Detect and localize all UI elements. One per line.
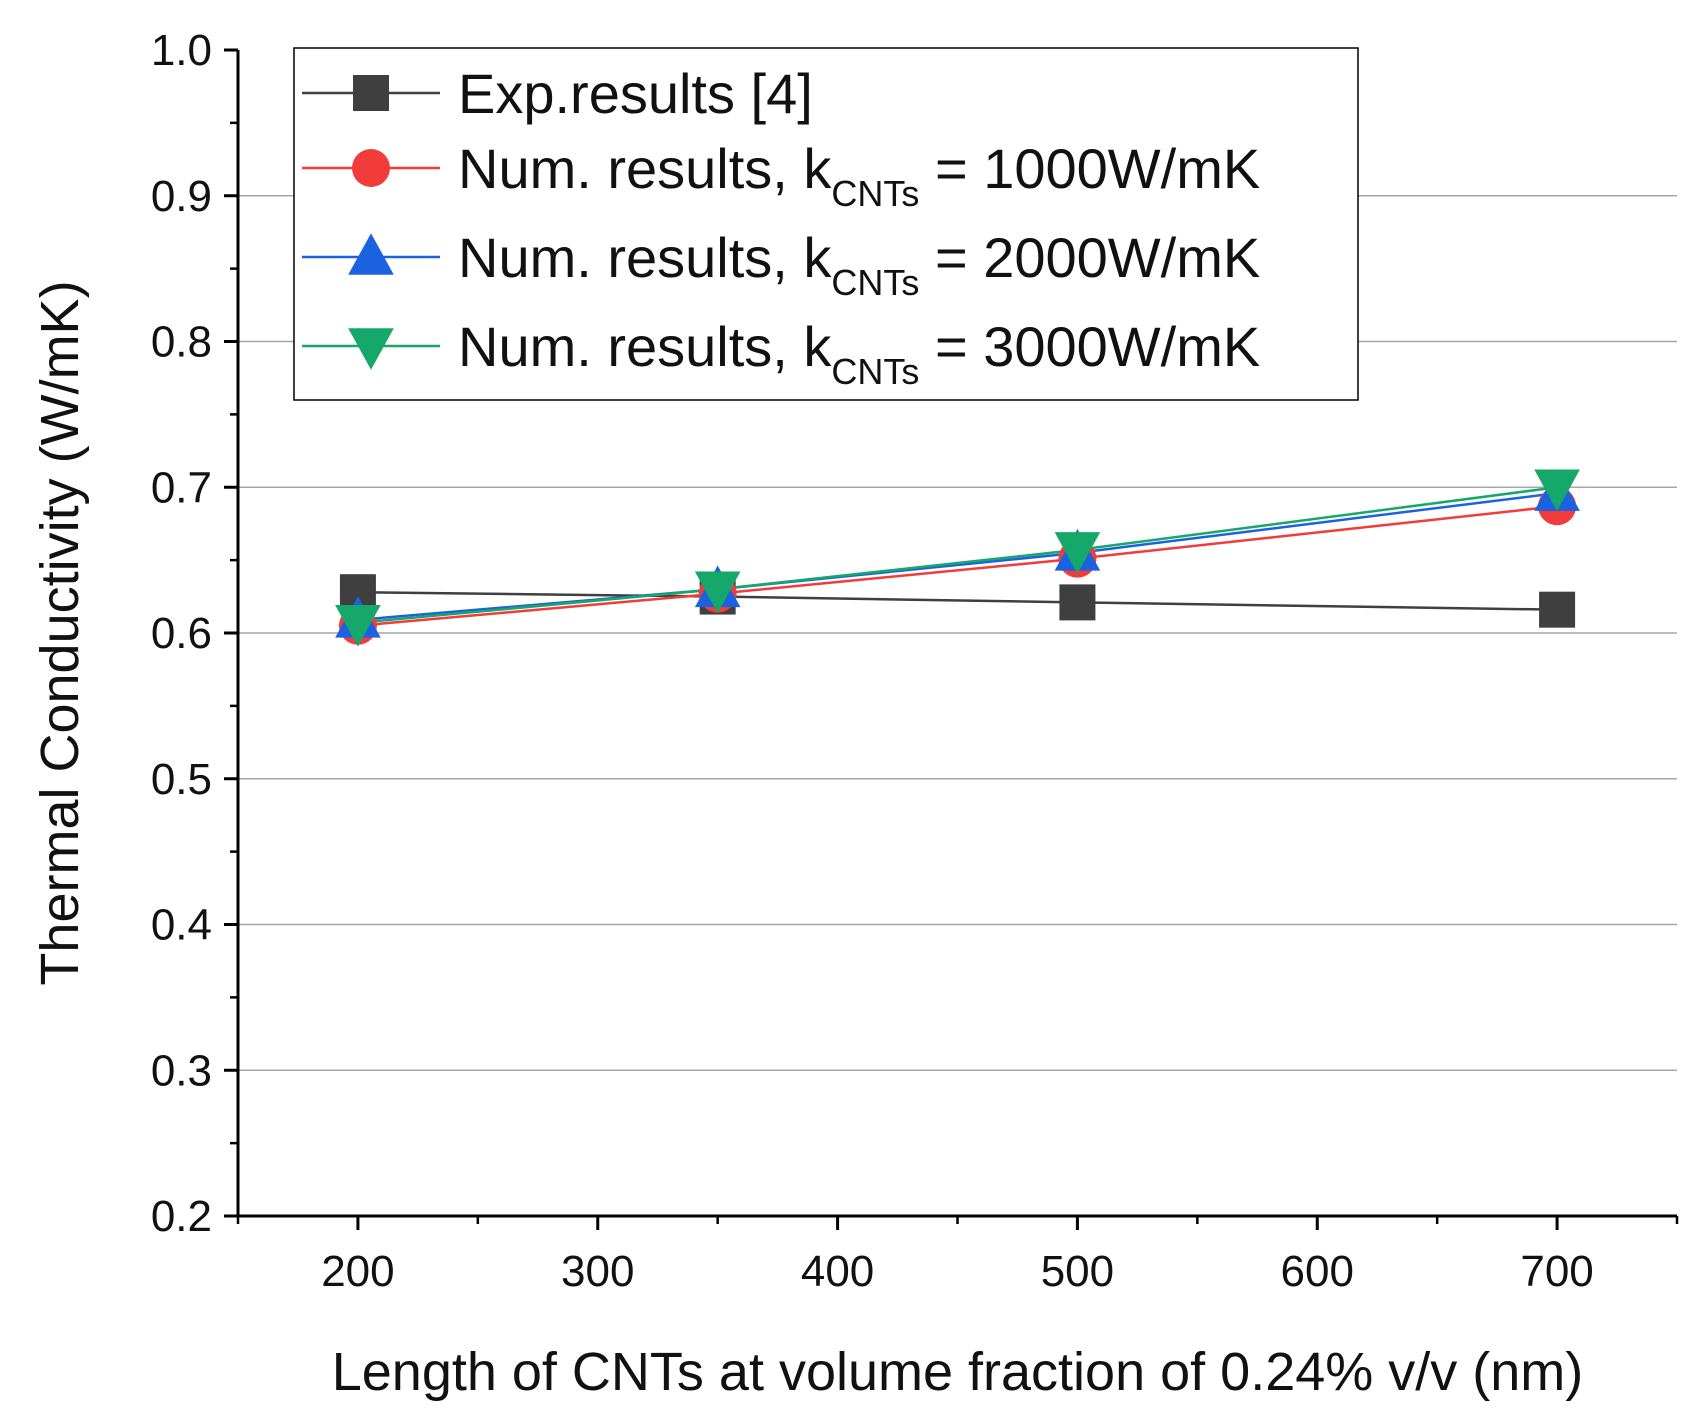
legend-marker — [348, 233, 394, 275]
series-line — [357, 504, 1558, 627]
series-4 — [357, 486, 1558, 625]
y-tick-label: 0.7 — [151, 463, 212, 512]
legend-box — [293, 47, 1359, 401]
legend-label-main: Num. results, k — [458, 315, 832, 378]
data-point — [335, 604, 381, 647]
legend-label: Num. results, kCNTs = 2000W/mK — [458, 226, 1260, 303]
legend-label-subscript: CNTs — [831, 351, 919, 392]
data-series — [335, 469, 1580, 647]
legend-label-main: Num. results, k — [458, 137, 832, 200]
legend-marker — [352, 149, 390, 187]
data-point — [1059, 584, 1096, 621]
legend-label: Num. results, kCNTs = 1000W/mK — [458, 137, 1260, 214]
legend-label-tail: = 1000W/mK — [919, 137, 1260, 200]
legend-label-tail: = 2000W/mK — [919, 226, 1260, 289]
legend-marker — [353, 75, 389, 111]
y-tick-label: 0.8 — [151, 318, 212, 367]
data-point — [694, 571, 741, 614]
legend-entry: Num. results, kCNTs = 2000W/mK — [302, 226, 1260, 303]
legend-label: Num. results, kCNTs = 3000W/mK — [458, 315, 1260, 392]
legend-label-tail: = 3000W/mK — [919, 315, 1260, 378]
legend: Exp.results [4]Num. results, kCNTs = 100… — [293, 47, 1359, 401]
y-tick-label: 0.2 — [151, 1192, 212, 1241]
series-line — [357, 491, 1558, 622]
legend-entry: Num. results, kCNTs = 1000W/mK — [302, 137, 1260, 214]
series-3-markers — [335, 469, 1580, 638]
x-tick-label: 300 — [561, 1247, 634, 1296]
legend-label-subscript: CNTs — [831, 173, 919, 214]
legend-entry: Num. results, kCNTs = 3000W/mK — [302, 315, 1260, 392]
legend-label-subscript: CNTs — [831, 262, 919, 303]
series-line — [357, 486, 1558, 625]
y-tick-label: 0.6 — [151, 609, 212, 658]
series-4-markers — [335, 469, 1580, 647]
y-tick-label: 0.4 — [151, 901, 212, 950]
x-tick-label: 200 — [321, 1247, 394, 1296]
y-tick-label: 0.3 — [151, 1046, 212, 1095]
axes: 0.2 0.3 0.4 0.5 0.6 0.7 0.8 0.9 1.0 200 300 400 500 6… — [151, 26, 1679, 1296]
legend-label-main: Num. results, k — [458, 226, 832, 289]
y-tick-label: 0.5 — [151, 755, 212, 804]
series-3 — [357, 491, 1558, 622]
x-tick-label: 400 — [801, 1247, 874, 1296]
data-point — [1054, 532, 1101, 574]
series-1 — [357, 590, 1558, 611]
y-tick-label: 0.9 — [151, 172, 212, 221]
x-tick-label: 500 — [1041, 1247, 1114, 1296]
legend-entry: Exp.results [4] — [302, 62, 813, 125]
x-tick-label: 700 — [1520, 1247, 1593, 1296]
data-point — [1539, 591, 1576, 628]
x-tick-label: 600 — [1281, 1247, 1354, 1296]
legend-label: Exp.results [4] — [458, 62, 813, 125]
legend-label-main: Exp.results [4] — [458, 62, 813, 125]
x-axis-title: Length of CNTs at volume fraction of 0.2… — [332, 1342, 1584, 1402]
series-line — [357, 590, 1558, 611]
data-point — [1534, 469, 1580, 512]
y-axis-title: Thermal Conductivity (W/mK) — [30, 280, 90, 985]
series-2 — [357, 504, 1558, 627]
y-tick-label: 1.0 — [151, 26, 212, 75]
legend-marker — [348, 328, 394, 370]
